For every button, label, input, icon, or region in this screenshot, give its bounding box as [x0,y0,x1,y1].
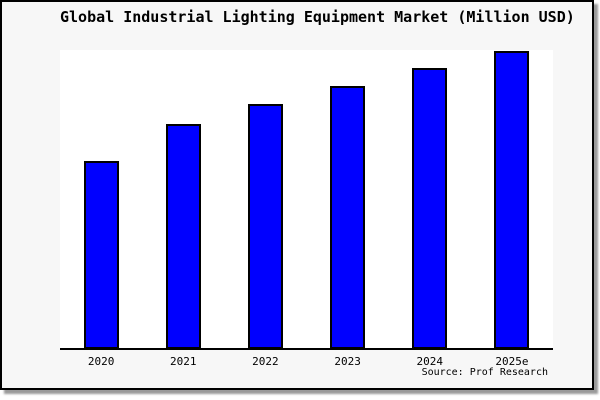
x-axis-label-2021: 2021 [170,355,197,368]
bar-2025e [494,51,530,349]
x-axis-line [60,348,553,350]
chart-title: Global Industrial Lighting Equipment Mar… [60,8,575,26]
x-axis-label-2020: 2020 [87,355,115,368]
bar-2021 [165,124,201,349]
bar-2023 [330,85,366,349]
x-axis-label-2022: 2022 [252,355,279,368]
bar-2022 [247,104,283,349]
plot-area [60,50,553,350]
x-axis-label-2024: 2024 [416,355,444,368]
bar-2024 [412,68,448,349]
bar-2020 [83,161,119,349]
x-axis-labels: 2020 2021 2022 2023 2024 2025e [60,355,553,368]
source-note: Source: Prof Research [421,367,548,378]
x-axis-label-2025e: 2025e [495,355,529,368]
x-axis-label-2023: 2023 [334,355,361,368]
